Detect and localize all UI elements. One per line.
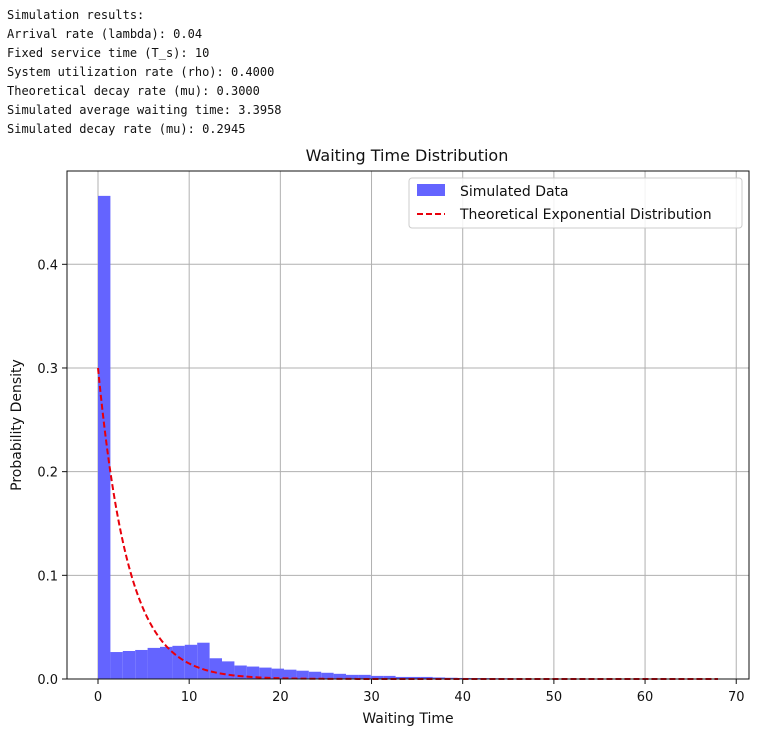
- x-axis-ticks: 0 10 20 30 40 50 60 70: [94, 679, 745, 705]
- histogram-bar: [370, 675, 384, 679]
- theory-curve: [97, 367, 718, 680]
- histogram-bar: [160, 646, 173, 679]
- histogram-bar: [197, 642, 210, 679]
- histogram-bar: [358, 674, 371, 679]
- x-tick-label: 60: [637, 690, 654, 705]
- histogram-bar: [246, 666, 260, 679]
- output-line: Theoretical decay rate (mu): 0.3000: [7, 84, 260, 98]
- histogram-bar: [346, 674, 359, 679]
- plot-frame: [66, 170, 750, 680]
- output-line: Fixed service time (T_s): 10: [7, 46, 210, 60]
- legend-label-simulated: Simulated Data: [460, 184, 569, 200]
- grid-lines: [67, 171, 749, 680]
- x-axis-label: Waiting Time: [362, 711, 453, 727]
- y-tick-label: 0.4: [37, 258, 58, 273]
- waiting-time-chart: Waiting Time Distribution 0 10 20 30 40 50 60 7…: [9, 146, 750, 727]
- histogram-bars: [98, 195, 718, 679]
- y-tick-label: 0.1: [37, 569, 58, 584]
- x-tick-label: 30: [363, 690, 380, 705]
- histogram-bar: [259, 667, 272, 679]
- histogram-bar: [98, 195, 111, 679]
- x-tick-label: 0: [94, 690, 102, 705]
- legend-swatch-simulated: [417, 184, 445, 196]
- histogram-bar: [383, 675, 396, 679]
- histogram-bar: [209, 658, 222, 679]
- histogram-bar: [110, 652, 123, 679]
- y-axis-ticks: 0.0 0.1 0.2 0.3 0.4: [37, 258, 67, 688]
- histogram-bar: [395, 676, 408, 679]
- output-line: System utilization rate (rho): 0.4000: [7, 65, 275, 79]
- histogram-bar: [284, 669, 297, 679]
- histogram-bar: [296, 670, 309, 679]
- histogram-bar: [420, 676, 433, 679]
- x-tick-label: 10: [181, 690, 198, 705]
- console-output: Simulation results: Arrival rate (lambda)…: [7, 6, 282, 139]
- legend: Simulated Data Theoretical Exponential D…: [408, 177, 743, 229]
- y-axis-label: Probability Density: [9, 359, 25, 491]
- histogram-bar: [271, 668, 284, 679]
- histogram-bar: [234, 665, 247, 679]
- histogram-bar: [184, 644, 198, 679]
- x-tick-label: 50: [546, 690, 563, 705]
- output-line: Simulated decay rate (mu): 0.2945: [7, 122, 246, 136]
- histogram-bar: [122, 651, 136, 679]
- x-tick-label: 20: [272, 690, 289, 705]
- y-tick-label: 0.0: [37, 673, 58, 688]
- legend-label-theory: Theoretical Exponential Distribution: [459, 207, 712, 223]
- histogram-bar: [222, 661, 235, 679]
- histogram-bar: [135, 649, 148, 679]
- histogram-bar: [445, 677, 458, 679]
- histogram-bar: [172, 645, 185, 679]
- y-tick-label: 0.2: [37, 466, 58, 481]
- output-line: Simulated average waiting time: 3.3958: [7, 103, 282, 117]
- histogram-bar: [408, 676, 421, 679]
- legend-box: [408, 177, 743, 229]
- histogram-bar: [308, 671, 322, 679]
- x-tick-label: 40: [454, 690, 471, 705]
- output-line: Arrival rate (lambda): 0.04: [7, 27, 203, 41]
- histogram-bar: [321, 672, 334, 679]
- x-tick-label: 70: [728, 690, 745, 705]
- output-line: Simulation results:: [7, 8, 145, 22]
- theory-curve-layer: [97, 367, 718, 680]
- histogram-bar: [333, 673, 346, 679]
- histogram-bar: [147, 647, 160, 679]
- chart-title: Waiting Time Distribution: [306, 146, 509, 165]
- y-tick-label: 0.3: [37, 362, 58, 377]
